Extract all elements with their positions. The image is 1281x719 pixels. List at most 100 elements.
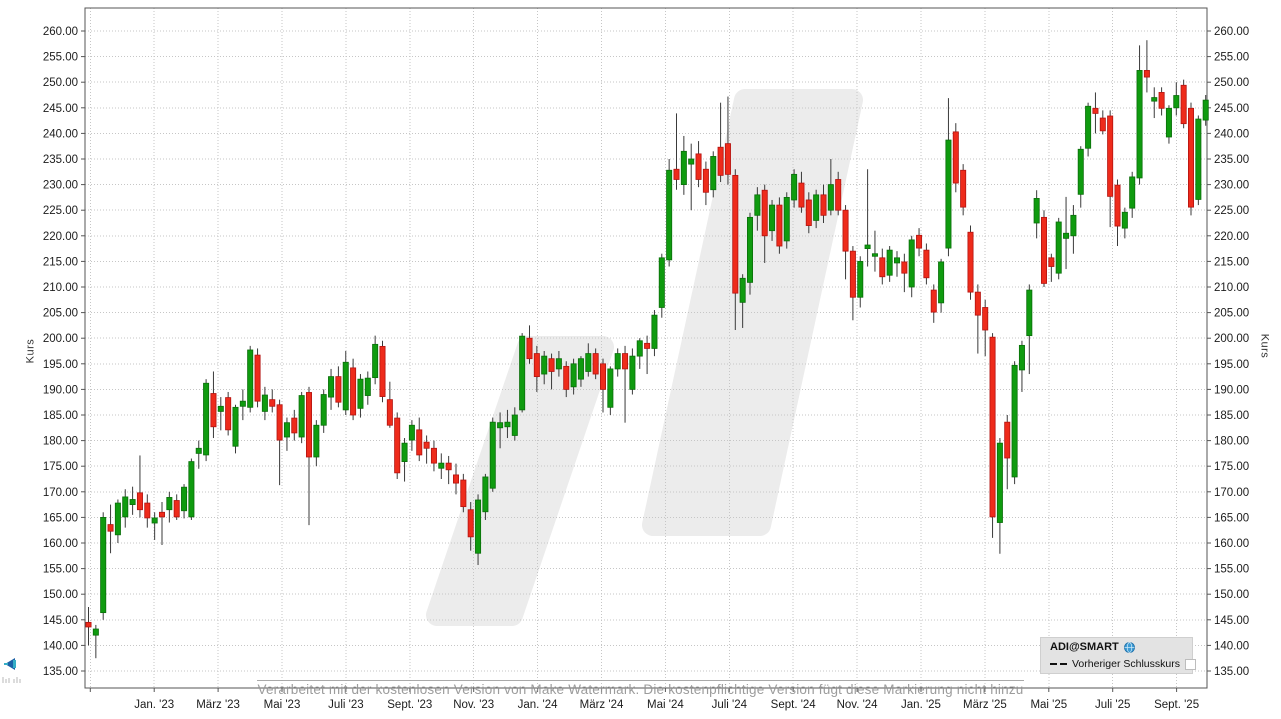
candle-up [680, 150, 687, 186]
candle-down [849, 250, 856, 298]
y-tick-label-left: 170.00 [43, 487, 78, 499]
candle-down [835, 179, 842, 211]
y-tick-label-left: 200.00 [43, 333, 78, 345]
y-tick-label-left: 210.00 [43, 282, 78, 294]
candle-up [1202, 99, 1209, 121]
legend-title: ADI@SMART [1050, 641, 1119, 653]
y-tick-label-right: 145.00 [1214, 615, 1249, 627]
candle-down [989, 336, 996, 518]
candle-down [379, 345, 386, 397]
candle-up [408, 424, 415, 441]
candle-up [1033, 198, 1040, 224]
candle-down [600, 363, 607, 390]
candle-up [577, 358, 584, 380]
x-tick-label: Jan. '23 [134, 699, 174, 711]
y-tick-label-right: 175.00 [1214, 461, 1249, 473]
y-tick-label-left: 175.00 [43, 461, 78, 473]
legend-series-label: Vorheriger Schlusskurs [1072, 658, 1180, 670]
candle-down [533, 353, 540, 377]
y-tick-label-right: 185.00 [1214, 410, 1249, 422]
candle-down [1041, 216, 1048, 284]
y-tick-label-right: 240.00 [1214, 128, 1249, 140]
candle-up [372, 343, 379, 379]
candle-down [695, 153, 702, 180]
legend-series-row: Vorheriger Schlusskurs [1050, 658, 1196, 670]
make-watermark-mini-logo-icon [4, 658, 16, 670]
candle-up [739, 277, 746, 303]
candle-up [1151, 97, 1158, 102]
candle-down [1048, 257, 1055, 267]
candle-up [666, 169, 673, 261]
candle-down [1092, 107, 1099, 114]
candle-up [342, 361, 349, 411]
x-tick-label: Sept. '23 [387, 699, 432, 711]
legend-checkbox[interactable] [1184, 658, 1196, 670]
y-tick-label-right: 140.00 [1214, 640, 1249, 652]
candle-down [879, 257, 886, 278]
candle-up [710, 156, 717, 191]
candle-down [1188, 107, 1195, 208]
x-tick-label: Sept. '25 [1154, 699, 1199, 711]
candle-down [820, 194, 827, 216]
candle-down [1004, 421, 1011, 459]
y-tick-label-left: 260.00 [43, 26, 78, 38]
candle-down [350, 367, 357, 416]
candle-up [1121, 211, 1128, 229]
candle-up [813, 194, 820, 221]
x-tick-label: Jan. '24 [518, 699, 559, 711]
candle-up [1129, 176, 1136, 209]
y-tick-label-left: 145.00 [43, 615, 78, 627]
watermark-shape [426, 89, 863, 626]
candle-down [173, 500, 180, 518]
candle-up [614, 353, 621, 370]
candle-up [894, 257, 901, 264]
candle-up [166, 497, 173, 511]
candle-up [232, 406, 239, 447]
candle-up [857, 260, 864, 298]
candle-up [1085, 105, 1092, 149]
x-tick-label: Mai '25 [1030, 699, 1067, 711]
y-tick-label-left: 185.00 [43, 410, 78, 422]
dashed-line-symbol [1050, 662, 1067, 666]
axis-label-layer: 260.00 260.00 255.00 255.00 250.00 250.00 245.… [43, 26, 1249, 711]
y-tick-label-left: 230.00 [43, 180, 78, 192]
candle-down [1099, 117, 1106, 132]
candle-up [688, 158, 695, 165]
y-tick-label-right: 250.00 [1214, 77, 1249, 89]
y-tick-label-left: 135.00 [43, 666, 78, 678]
candle-up [364, 377, 371, 396]
y-tick-label-right: 235.00 [1214, 154, 1249, 166]
candle-up [570, 363, 577, 388]
y-tick-label-right: 225.00 [1214, 205, 1249, 217]
legend-title-row: ADI@SMART [1050, 641, 1185, 653]
candle-up [114, 502, 121, 536]
x-tick-label: März '25 [963, 699, 1007, 711]
candlestick-series [85, 40, 1209, 659]
y-axis-title-right: Kurs [1258, 333, 1271, 359]
x-tick-label: Juli '23 [328, 699, 363, 711]
y-tick-label-right: 170.00 [1214, 487, 1249, 499]
candle-down [1107, 115, 1114, 197]
candle-up [1018, 344, 1025, 371]
candle-down [269, 399, 276, 407]
candle-down [430, 447, 437, 464]
y-tick-label-left: 140.00 [43, 640, 78, 652]
candle-up [519, 335, 526, 411]
candle-down [107, 524, 114, 532]
x-tick-label: Nov. '23 [453, 699, 494, 711]
candle-up [328, 376, 335, 398]
candle-up [195, 447, 202, 454]
candle-down [1180, 84, 1187, 125]
mini-logo-text-marks [2, 677, 21, 683]
candle-down [394, 417, 401, 474]
candle-up [871, 253, 878, 257]
candle-up [313, 424, 320, 458]
candle-up [938, 261, 945, 304]
plot-border [84, 7, 1208, 689]
y-tick-label-right: 195.00 [1214, 359, 1249, 371]
candle-down [761, 189, 768, 237]
candle-down [732, 174, 739, 294]
y-tick-label-right: 220.00 [1214, 231, 1249, 243]
candle-down [622, 353, 629, 370]
